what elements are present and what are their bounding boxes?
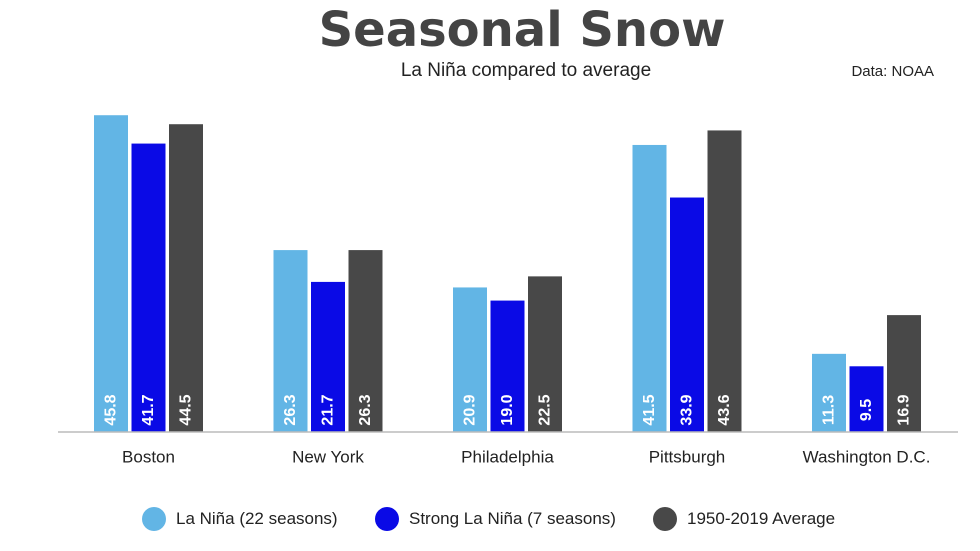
legend: La Niña (22 seasons) Strong La Niña (7 s…	[0, 506, 980, 532]
bar-boston-la-nina	[94, 115, 128, 432]
category-label-new-york: New York	[292, 448, 364, 467]
data-label-boston-la-nina: 45.8	[103, 394, 120, 425]
bar-pittsburgh-la-nina	[632, 144, 667, 433]
legend-swatch-average	[653, 507, 677, 531]
bar-new-york-la-nina	[273, 250, 308, 432]
data-label-washington-d-c-strong-la-nina: 9.5	[858, 399, 875, 421]
bar-boston-average	[169, 124, 203, 432]
category-labels-group: Boston New York Philadelphia Pittsburgh Wash…	[122, 448, 930, 467]
category-label-pittsburgh: Pittsburgh	[649, 448, 726, 467]
data-label-boston-average: 44.5	[178, 394, 195, 425]
data-label-washington-d-c-la-nina: 11.3	[821, 395, 838, 425]
chart-subtitle: La Niña compared to average	[400, 60, 652, 81]
legend-item-average: 1950-2019 Average	[653, 506, 835, 532]
category-label-boston: Boston	[122, 448, 175, 467]
data-label-washington-d-c-average: 16.9	[896, 394, 913, 425]
bar-philadelphia-average	[528, 276, 562, 432]
legend-label-strong-la-nina: Strong La Niña (7 seasons)	[409, 509, 616, 528]
bar-philadelphia-strong-la-nina	[490, 300, 525, 432]
data-label-new-york-average: 26.3	[357, 394, 374, 425]
chart-title: Seasonal Snow	[318, 2, 726, 58]
data-label-philadelphia-la-nina: 20.9	[462, 394, 479, 425]
legend-swatch-la-nina	[142, 507, 166, 531]
bar-chart: 45.8 41.7 44.5 26.3 21.7 26.3 20.9 19.0 22.5 41.5…	[58, 115, 958, 467]
data-label-pittsburgh-strong-la-nina: 33.9	[679, 394, 696, 425]
bar-washington-d-c-strong-la-nina	[849, 366, 884, 432]
bar-washington-d-c-average	[887, 315, 921, 432]
bar-new-york-average	[348, 250, 383, 432]
bar-labels-group: 45.8 41.7 44.5 26.3 21.7 26.3 20.9 19.0 22.5 41.5…	[103, 394, 913, 425]
data-label-pittsburgh-la-nina: 41.5	[641, 394, 658, 425]
data-label-boston-strong-la-nina: 41.7	[140, 394, 157, 425]
legend-label-average: 1950-2019 Average	[687, 509, 836, 528]
bars-group	[94, 115, 921, 433]
legend-item-strong-la-nina: Strong La Niña (7 seasons)	[375, 506, 616, 532]
category-label-washington-d-c: Washington D.C.	[803, 448, 931, 467]
legend-swatch-strong-la-nina	[375, 507, 399, 531]
legend-item-la-nina: La Niña (22 seasons)	[142, 506, 338, 532]
bar-washington-d-c-la-nina	[812, 353, 846, 432]
bar-new-york-strong-la-nina	[311, 281, 345, 432]
data-label-philadelphia-strong-la-nina: 19.0	[499, 394, 516, 425]
bar-pittsburgh-average	[707, 130, 742, 432]
data-label-pittsburgh-average: 43.6	[716, 394, 733, 425]
bar-boston-strong-la-nina	[131, 143, 166, 432]
category-label-philadelphia: Philadelphia	[461, 448, 554, 467]
legend-label-la-nina: La Niña (22 seasons)	[176, 509, 338, 528]
bar-philadelphia-la-nina	[453, 287, 487, 432]
data-label-philadelphia-average: 22.5	[537, 394, 554, 425]
data-label-new-york-strong-la-nina: 21.7	[320, 394, 337, 425]
data-label-new-york-la-nina: 26.3	[282, 394, 299, 425]
bar-pittsburgh-strong-la-nina	[670, 197, 704, 432]
data-source: Data: NOAA	[851, 63, 934, 80]
